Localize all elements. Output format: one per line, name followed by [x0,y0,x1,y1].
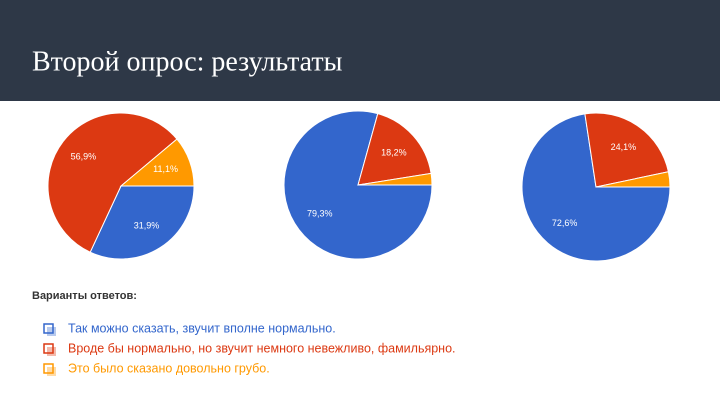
slice-label: 56,9% [71,152,97,162]
slice-label: 31,9% [134,220,160,230]
pie-slice [89,185,195,260]
slice-label: 72,6% [552,218,578,228]
pie-slice [47,112,178,253]
legend-checkbox-shadow [47,327,56,336]
legend-checkbox-shadow [47,347,56,356]
header-bar [0,0,720,101]
slice-label: 79,3% [307,208,333,218]
legend-checkbox [43,363,54,374]
pie-slice [357,113,432,186]
legend-item: Вроде бы нормально, но звучит немного не… [68,341,456,355]
pie-slice [595,171,671,188]
pie-slice [357,172,433,186]
legend-checkbox [43,323,54,334]
slice-label: 24,1% [611,142,637,152]
slice-label: 11,1% [153,164,178,174]
legend-item: Так можно сказать, звучит вполне нормаль… [68,321,336,335]
legend-checkbox-shadow [47,367,56,376]
slice-label: 18,2% [381,147,407,157]
pie-slice [584,112,670,188]
slide-title: Второй опрос: результаты [32,46,343,77]
pie-slice [283,110,433,260]
legend-checkbox [43,343,54,354]
pie-slice [119,138,195,187]
legend-item: Это было сказано довольно грубо. [68,361,270,375]
legend-title: Варианты ответов: [32,290,137,302]
